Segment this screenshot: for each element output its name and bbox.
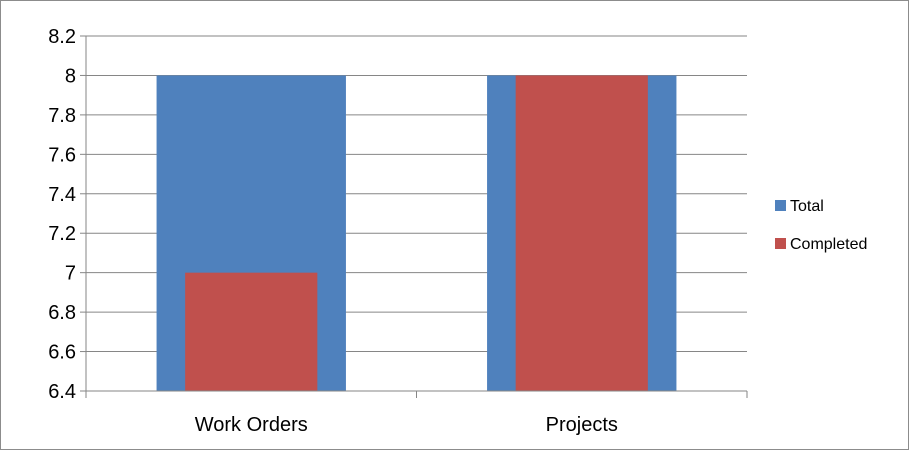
y-tick-labels: 6.4 6.6 6.8 7 7.2 7.4 7.6 7.8 8 8.2 [48,26,76,403]
legend-label-completed: Completed [790,236,867,253]
legend-swatch-total [775,200,786,211]
y-tick-label: 8.2 [48,26,76,48]
y-tick-label: 7 [65,263,76,285]
x-tick-labels: Work Orders Projects [195,414,618,436]
bar-completed-1 [515,75,648,391]
bar-completed-0 [185,272,318,391]
y-tick-label: 7.2 [48,223,76,245]
y-tick-label: 8 [65,65,76,87]
y-tick-label: 6.6 [48,342,76,364]
y-tick-label: 6.8 [48,302,76,324]
x-tick-label: Projects [546,414,618,436]
axes [80,35,748,398]
y-tick-label: 7.8 [48,105,76,127]
legend-label-total: Total [790,198,824,215]
y-tick-label: 7.6 [48,144,76,166]
legend: Total Completed [775,198,867,253]
y-tick-label: 7.4 [48,184,76,206]
y-tick-label: 6.4 [48,381,76,403]
legend-swatch-completed [775,238,786,249]
x-tick-label: Work Orders [195,414,308,436]
bars [156,75,677,391]
